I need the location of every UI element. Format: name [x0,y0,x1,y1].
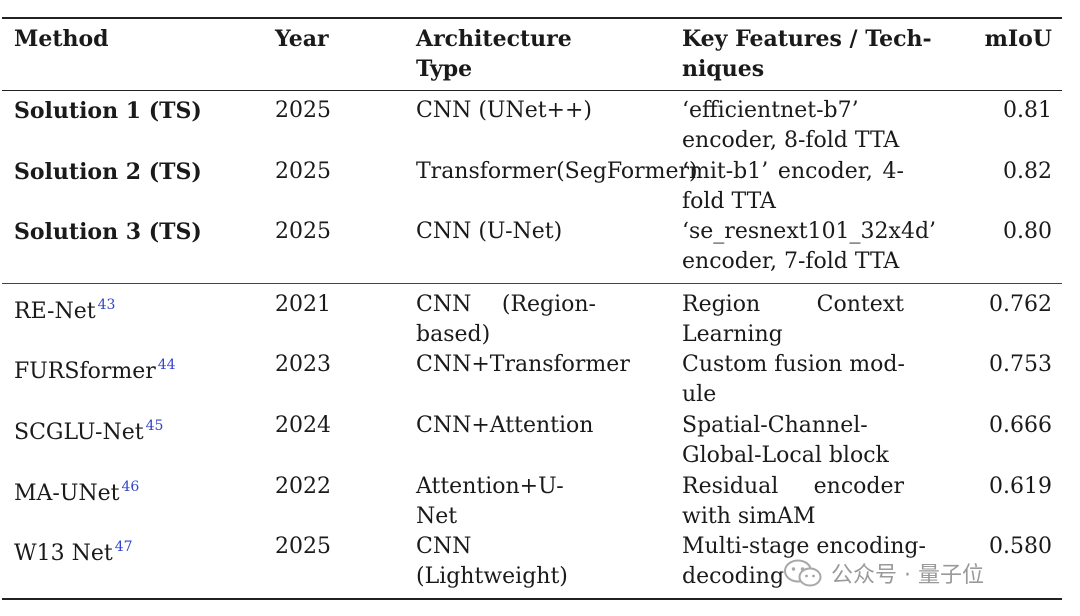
table-row-miou: 0.762 [989,292,1052,317]
header-architecture: Architecture Type [416,26,572,82]
table-row-features: Spatial-Channel- Global-Local block [682,413,889,468]
table-row-features: Multi-stage encoding- decoding [682,534,926,589]
reference-link[interactable]: 44 [157,357,176,373]
table-row-year: 2024 [275,413,331,438]
table-row-method: RE-Net 43 [14,297,116,324]
header-key-features: Key Features / Tech- niques [682,26,932,82]
table-row-architecture: CNN (U-Net) [416,219,563,244]
table-row-method: Solution 1 (TS) [14,98,202,124]
table-row-miou: 0.580 [989,534,1052,559]
table-row-method: SCGLU-Net 45 [14,418,164,445]
header-year: Year [275,26,329,52]
table-row-year: 2023 [275,352,331,377]
table-row-method: MA-UNet 46 [14,479,140,506]
table-row-architecture: CNN+Attention [416,413,594,438]
table-row-method: Solution 2 (TS) [14,159,202,185]
table-row-method: Solution 3 (TS) [14,219,202,245]
reference-link[interactable]: 43 [97,297,116,313]
table-row-architecture: CNN (UNet++) [416,98,593,123]
table-row-miou: 0.619 [989,474,1052,499]
table-row-miou: 0.81 [1003,98,1052,123]
table-row-features: ‘mit-b1’ encoder, 4- fold TTA [682,159,904,214]
table-row-miou: 0.82 [1003,159,1052,184]
reference-link[interactable]: 46 [121,479,140,495]
table-row-features: Region Context Learning [682,292,904,347]
table-row-features: ‘efficientnet-b7’ encoder, 8-fold TTA [682,98,900,153]
wechat-icon [784,559,822,587]
table-row-method: W13 Net 47 [14,539,133,566]
table-row-architecture: CNN+Transformer [416,352,630,377]
table-row-year: 2025 [275,219,331,244]
header-method: Method [14,26,109,52]
table-row-year: 2022 [275,474,331,499]
table-row-method: FURSformer 44 [14,357,176,384]
table-row-features: Custom fusion mod- ule [682,352,905,407]
table-row-year: 2021 [275,292,331,317]
table-row-architecture: CNN (Region- based) [416,292,596,347]
table-row-architecture: Attention+U- Net [416,474,564,529]
table-row-year: 2025 [275,98,331,123]
table-row-miou: 0.80 [1003,219,1052,244]
header-rule [2,90,1062,91]
watermark-text: 公众号 · 量子位 [831,563,984,588]
reference-link[interactable]: 47 [114,539,133,555]
section-rule [2,283,1062,284]
table-row-architecture: CNN (Lightweight) [416,534,568,589]
table-top-rule [2,17,1062,19]
table-bottom-rule [2,598,1062,600]
table-row-features: ‘se_resnext101_32x4d’ encoder, 7-fold TT… [682,219,937,274]
header-miou: mIoU [984,26,1052,52]
watermark: 公众号 · 量子位 [783,555,984,591]
reference-link[interactable]: 45 [145,418,164,434]
table-row-miou: 0.666 [989,413,1052,438]
table-row-miou: 0.753 [989,352,1052,377]
table-row-architecture: Transformer(SegFormer) [416,159,698,184]
table-row-year: 2025 [275,534,331,559]
table-row-year: 2025 [275,159,331,184]
table-row-features: Residual encoder with simAM [682,474,904,529]
